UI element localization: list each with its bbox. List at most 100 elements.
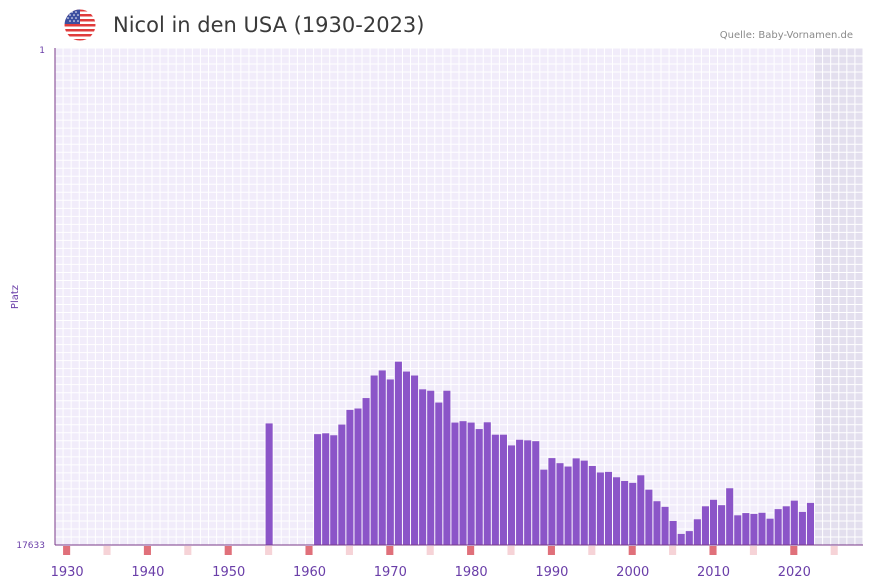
x-tick-label: 1960 xyxy=(293,565,326,580)
bar-1985 xyxy=(507,445,516,545)
bar-1998 xyxy=(613,477,621,545)
bar-series xyxy=(265,361,815,545)
axis-labels: 1 17633 Platz xyxy=(10,46,45,551)
bar-2018 xyxy=(774,509,782,545)
half-decade-marker xyxy=(588,546,596,555)
bar-1963 xyxy=(330,435,338,545)
bar-1984 xyxy=(499,434,507,545)
bar-1961 xyxy=(314,434,322,545)
bar-2007 xyxy=(685,531,693,545)
x-tick-label: 2010 xyxy=(697,565,730,580)
bar-2021 xyxy=(798,511,806,545)
bar-2016 xyxy=(758,512,766,545)
bar-1966 xyxy=(354,408,362,545)
bar-1969 xyxy=(378,370,386,545)
half-decade-marker xyxy=(345,546,353,555)
bar-1967 xyxy=(362,398,370,545)
bar-1974 xyxy=(419,389,427,545)
axes xyxy=(54,48,863,546)
x-tick-label: 1950 xyxy=(212,565,245,580)
bar-1999 xyxy=(621,480,629,545)
x-tick-label: 2020 xyxy=(778,565,811,580)
bar-2003 xyxy=(653,501,661,545)
bar-2020 xyxy=(790,500,798,545)
y-axis-bottom-label: 17633 xyxy=(16,541,45,551)
decade-marker xyxy=(790,546,798,555)
bar-1996 xyxy=(596,472,604,545)
y-axis-title: Platz xyxy=(10,285,21,309)
bar-1988 xyxy=(532,441,540,545)
bar-2008 xyxy=(693,519,701,545)
bar-1955 xyxy=(265,423,273,545)
decade-marker xyxy=(628,546,636,555)
bar-2022 xyxy=(806,502,815,545)
bar-1971 xyxy=(394,361,402,545)
grid-lines xyxy=(54,47,864,546)
bar-2015 xyxy=(750,513,758,545)
bar-1973 xyxy=(411,375,419,545)
half-decade-marker xyxy=(507,546,515,555)
bar-1997 xyxy=(604,471,613,545)
bar-1965 xyxy=(346,409,354,545)
decade-marker xyxy=(467,546,475,555)
x-tick-label: 1940 xyxy=(131,565,164,580)
half-decade-marker xyxy=(749,546,757,555)
bar-2017 xyxy=(766,518,774,545)
decade-marker xyxy=(224,546,232,555)
chart-title: Nicol in den USA (1930-2023) xyxy=(113,13,425,37)
bar-1982 xyxy=(483,422,491,545)
bar-1993 xyxy=(572,458,580,545)
bar-1995 xyxy=(588,465,596,545)
bar-1964 xyxy=(338,424,346,545)
bar-1962 xyxy=(322,433,330,545)
usa-flag-icon xyxy=(64,9,96,41)
half-decade-marker xyxy=(265,546,273,555)
x-tick-label: 2000 xyxy=(616,565,649,580)
x-tick-label: 1980 xyxy=(455,565,488,580)
bar-1981 xyxy=(475,429,483,545)
x-tick-label: 1930 xyxy=(51,565,84,580)
half-decade-marker xyxy=(184,546,192,555)
bar-2006 xyxy=(677,533,685,545)
half-decade-marker xyxy=(103,546,111,555)
bar-1979 xyxy=(459,421,467,545)
bar-1968 xyxy=(370,375,378,545)
bar-1970 xyxy=(386,379,394,545)
y-axis-top-label: 1 xyxy=(39,46,45,56)
bar-2013 xyxy=(734,515,742,545)
bar-1986 xyxy=(516,439,524,545)
bar-2004 xyxy=(661,506,669,545)
source-link[interactable]: Quelle: Baby-Vornamen.de xyxy=(719,30,853,41)
bar-1992 xyxy=(564,466,572,545)
bar-1978 xyxy=(451,422,459,545)
bar-2009 xyxy=(701,506,709,545)
x-tick-label: 1970 xyxy=(374,565,407,580)
decade-marker xyxy=(709,546,717,555)
bar-1991 xyxy=(556,463,564,545)
bar-2005 xyxy=(669,520,677,545)
bar-1994 xyxy=(580,460,588,545)
half-decade-marker xyxy=(669,546,677,555)
decade-markers xyxy=(63,546,838,555)
half-decade-marker xyxy=(426,546,434,555)
bar-2000 xyxy=(629,482,637,545)
bar-1987 xyxy=(524,440,532,545)
bar-1976 xyxy=(435,402,443,545)
x-tick-label: 1990 xyxy=(535,565,568,580)
bar-1990 xyxy=(548,458,556,545)
bar-1972 xyxy=(402,371,411,545)
bar-2019 xyxy=(782,506,790,545)
decade-marker xyxy=(305,546,313,555)
decade-marker xyxy=(63,546,71,555)
decade-marker xyxy=(386,546,394,555)
bar-2010 xyxy=(709,499,718,545)
bar-2002 xyxy=(645,489,653,545)
bar-1980 xyxy=(467,422,475,545)
bar-1989 xyxy=(540,469,548,545)
bar-1975 xyxy=(427,390,435,545)
bar-2014 xyxy=(742,513,750,545)
bar-1977 xyxy=(443,390,451,545)
bar-2011 xyxy=(718,505,726,545)
decade-marker xyxy=(143,546,151,555)
